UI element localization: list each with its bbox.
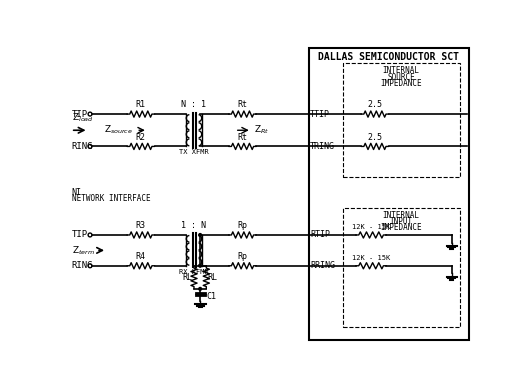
Text: Rt: Rt [237,100,247,110]
Text: RX XFMR: RX XFMR [179,269,209,275]
Circle shape [88,233,92,237]
Text: Z$_{Rt}$: Z$_{Rt}$ [254,124,269,137]
Text: RL: RL [207,273,217,282]
Text: DALLAS SEMICONDUCTOR SCT: DALLAS SEMICONDUCTOR SCT [318,52,459,62]
Bar [343,63,460,177]
Text: TTIP: TTIP [310,110,330,119]
Text: INPUT: INPUT [390,217,413,226]
Text: TIP: TIP [71,110,88,119]
Text: 12K - 15K: 12K - 15K [352,255,390,261]
Text: RING: RING [71,261,93,270]
Text: Z$_{term}$: Z$_{term}$ [71,244,94,257]
Text: RL: RL [183,273,193,282]
Text: RING: RING [71,142,93,151]
Text: 2.5: 2.5 [368,133,382,142]
Text: NI: NI [71,188,81,197]
Text: TX XFMR: TX XFMR [179,149,209,156]
Text: R4: R4 [136,252,146,261]
Text: TIP: TIP [71,230,88,239]
Text: R2: R2 [136,133,146,142]
Text: Z$_{load}$: Z$_{load}$ [71,112,93,124]
Text: Rt: Rt [237,133,247,142]
Text: Rp: Rp [237,252,247,261]
Bar [343,208,460,327]
Text: 12K - 15K: 12K - 15K [352,224,390,230]
Text: Z$_{source}$: Z$_{source}$ [104,124,133,137]
Bar [309,48,469,340]
Text: N : 1: N : 1 [182,100,206,110]
Text: Rp: Rp [237,221,247,230]
Text: R1: R1 [136,100,146,110]
Text: R3: R3 [136,221,146,230]
Text: RTIP: RTIP [310,230,330,239]
Text: 2.5: 2.5 [368,100,382,110]
Circle shape [199,234,202,236]
Text: RRING: RRING [310,261,335,270]
Circle shape [199,264,202,267]
Circle shape [199,288,202,290]
Text: NETWORK INTERFACE: NETWORK INTERFACE [71,194,150,203]
Text: IMPEDANCE: IMPEDANCE [380,223,422,232]
Text: C1: C1 [206,292,216,301]
Text: INTERNAL: INTERNAL [383,211,419,220]
Text: TRING: TRING [310,142,335,151]
Circle shape [88,264,92,268]
Circle shape [88,112,92,116]
Circle shape [88,144,92,148]
Text: INTERNAL: INTERNAL [383,66,419,75]
Text: SOURCE: SOURCE [387,73,415,81]
Text: IMPEDANCE: IMPEDANCE [380,79,422,88]
Text: 1 : N: 1 : N [182,221,206,230]
